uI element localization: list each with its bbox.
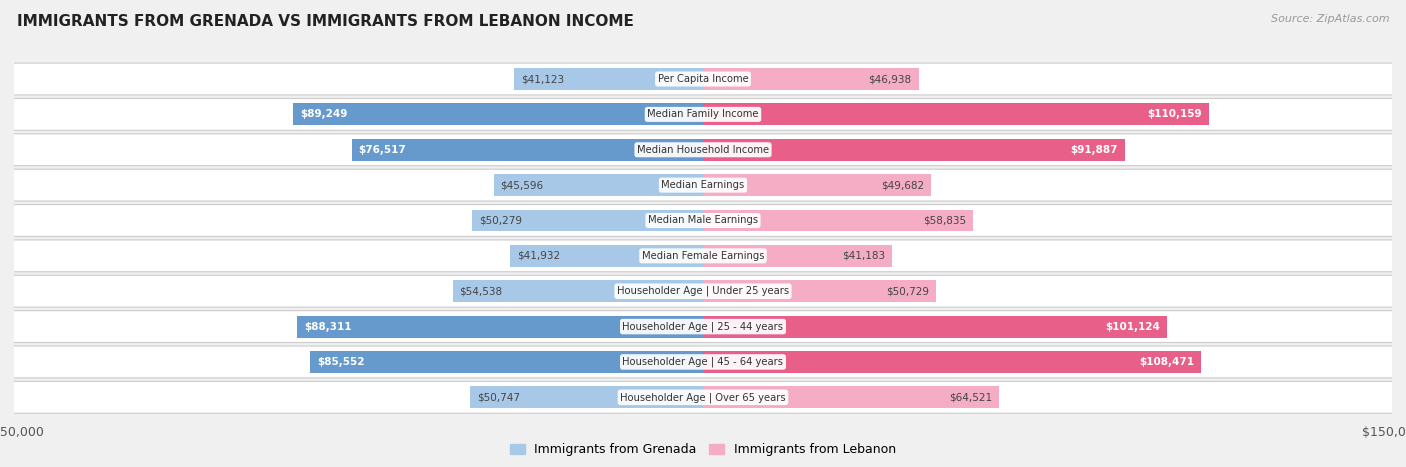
Text: $58,835: $58,835 [924, 215, 966, 226]
Text: $41,183: $41,183 [842, 251, 886, 261]
Text: $41,932: $41,932 [517, 251, 561, 261]
Text: Median Female Earnings: Median Female Earnings [641, 251, 765, 261]
Text: $85,552: $85,552 [316, 357, 364, 367]
Bar [298, 316, 703, 338]
Bar [510, 245, 703, 267]
Bar [703, 316, 1167, 338]
Text: $46,938: $46,938 [869, 74, 911, 84]
FancyBboxPatch shape [0, 134, 1406, 166]
Bar [703, 68, 918, 90]
Text: Householder Age | 45 - 64 years: Householder Age | 45 - 64 years [623, 357, 783, 367]
Bar [703, 210, 973, 232]
Text: $50,279: $50,279 [479, 215, 522, 226]
Text: $50,729: $50,729 [886, 286, 929, 296]
Bar [472, 210, 703, 232]
Bar [352, 139, 703, 161]
Bar [470, 386, 703, 408]
Bar [453, 280, 703, 302]
Text: $91,887: $91,887 [1070, 145, 1118, 155]
Text: Median Male Earnings: Median Male Earnings [648, 215, 758, 226]
FancyBboxPatch shape [0, 205, 1406, 236]
Bar [703, 280, 936, 302]
Text: Median Earnings: Median Earnings [661, 180, 745, 190]
Text: Householder Age | Over 65 years: Householder Age | Over 65 years [620, 392, 786, 403]
Text: Median Household Income: Median Household Income [637, 145, 769, 155]
Text: $64,521: $64,521 [949, 392, 993, 402]
FancyBboxPatch shape [0, 99, 1406, 130]
Text: $110,159: $110,159 [1147, 109, 1202, 120]
FancyBboxPatch shape [0, 346, 1406, 378]
Text: $88,311: $88,311 [304, 322, 352, 332]
Text: $76,517: $76,517 [359, 145, 406, 155]
Bar [494, 174, 703, 196]
Bar [703, 351, 1201, 373]
Text: $45,596: $45,596 [501, 180, 544, 190]
Bar [703, 174, 931, 196]
Bar [292, 103, 703, 125]
Text: $49,682: $49,682 [882, 180, 924, 190]
Text: IMMIGRANTS FROM GRENADA VS IMMIGRANTS FROM LEBANON INCOME: IMMIGRANTS FROM GRENADA VS IMMIGRANTS FR… [17, 14, 634, 29]
FancyBboxPatch shape [0, 240, 1406, 272]
Bar [703, 386, 1000, 408]
Bar [703, 139, 1125, 161]
Text: $54,538: $54,538 [460, 286, 502, 296]
Text: Per Capita Income: Per Capita Income [658, 74, 748, 84]
Text: Source: ZipAtlas.com: Source: ZipAtlas.com [1271, 14, 1389, 24]
FancyBboxPatch shape [0, 169, 1406, 201]
Text: Median Family Income: Median Family Income [647, 109, 759, 120]
Text: $108,471: $108,471 [1139, 357, 1194, 367]
Legend: Immigrants from Grenada, Immigrants from Lebanon: Immigrants from Grenada, Immigrants from… [505, 439, 901, 461]
Text: Householder Age | 25 - 44 years: Householder Age | 25 - 44 years [623, 321, 783, 332]
Text: $101,124: $101,124 [1105, 322, 1160, 332]
Text: Householder Age | Under 25 years: Householder Age | Under 25 years [617, 286, 789, 297]
Text: $41,123: $41,123 [522, 74, 564, 84]
FancyBboxPatch shape [0, 311, 1406, 342]
Bar [703, 103, 1209, 125]
FancyBboxPatch shape [0, 382, 1406, 413]
Text: $50,747: $50,747 [477, 392, 520, 402]
FancyBboxPatch shape [0, 276, 1406, 307]
Bar [515, 68, 703, 90]
Bar [311, 351, 703, 373]
FancyBboxPatch shape [0, 63, 1406, 95]
Bar [703, 245, 893, 267]
Text: $89,249: $89,249 [299, 109, 347, 120]
